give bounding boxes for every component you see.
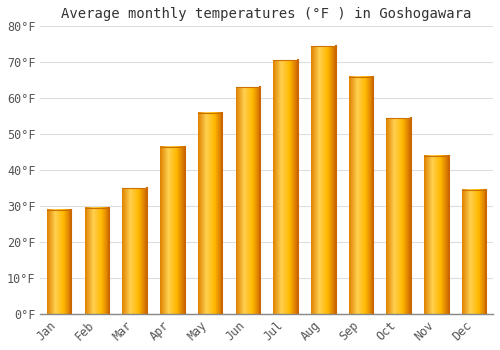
Title: Average monthly temperatures (°F ) in Goshogawara: Average monthly temperatures (°F ) in Go… bbox=[62, 7, 472, 21]
